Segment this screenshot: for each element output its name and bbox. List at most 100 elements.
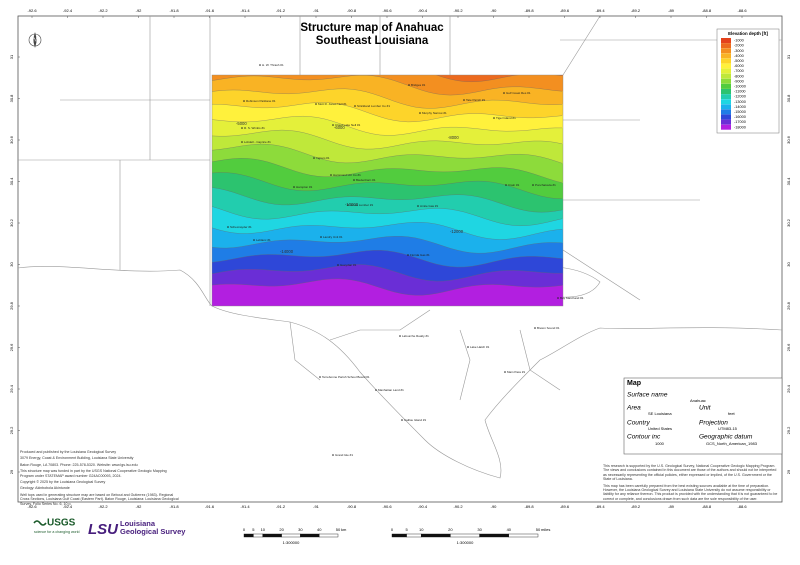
usgs-tagline: science for a changing world	[34, 530, 80, 534]
lon-tick-label: -89.8	[524, 8, 534, 13]
well	[534, 327, 536, 329]
contour-line	[212, 102, 563, 123]
scale-unit: km	[341, 527, 347, 532]
lon-tick-label: -91.2	[276, 504, 286, 509]
legend-swatch	[721, 124, 731, 130]
legend-swatch	[721, 53, 731, 59]
lon-tick-label: -91.8	[169, 8, 179, 13]
well-label: Manhattan Land #1	[378, 388, 404, 392]
scale-tick-label: 50	[336, 527, 341, 532]
scale-segment	[262, 533, 282, 538]
info-label: Country	[627, 420, 651, 427]
lon-tick-label: -89.8	[524, 504, 534, 509]
legend-swatch	[721, 83, 731, 89]
well-label: Mott R. Jones Nell #1	[318, 102, 347, 106]
legend-title: Elevation depth [ft]	[728, 31, 768, 36]
text-line: Produced and published by the Louisiana …	[20, 450, 117, 454]
scale-unit: miles	[541, 527, 550, 532]
well	[505, 184, 507, 186]
well-label: Lafourche Realty #1	[402, 334, 429, 338]
lon-tick-label: -90.4	[418, 504, 428, 509]
info-value: Anahuac	[690, 398, 706, 403]
legend-swatch	[721, 48, 731, 54]
contour-label: -14000	[280, 249, 294, 254]
contour-line	[436, 75, 563, 82]
lat-tick-label: 31	[9, 54, 14, 59]
text-line: Copyright © 2025 by the Louisiana Geolog…	[20, 480, 106, 485]
legend-swatch	[721, 89, 731, 94]
legend-label: -6000	[734, 64, 744, 68]
text-line: Well tops used in generating structure m…	[20, 492, 179, 506]
well-label: Jones Lumber #1	[350, 203, 374, 207]
legend-label: -8000	[734, 74, 744, 78]
contour-line	[212, 250, 563, 268]
text-line: This structure map was funded in part by…	[20, 469, 167, 478]
lat-tick-label: 30.2	[9, 218, 14, 227]
info-value: feet	[728, 411, 736, 416]
scale-segment	[421, 533, 451, 538]
contour-line	[212, 222, 563, 240]
well-label: Bridges #1	[411, 83, 426, 87]
scale-tick-label: 5	[405, 527, 408, 532]
info-value: GCS_North_American_1983	[706, 441, 758, 446]
usgs-logo: USGS science for a changing world	[33, 518, 80, 534]
legend: -1000-2000-3000-4000-5000-6000-7000-8000…	[721, 38, 746, 130]
well	[227, 226, 229, 228]
legend-swatch	[721, 104, 731, 110]
lat-tick-label: 30.4	[786, 177, 791, 186]
lon-tick-label: -88.8	[702, 504, 712, 509]
scale-ratio: 1:300000	[457, 540, 474, 545]
legend-swatch	[721, 73, 731, 79]
contour-line	[212, 278, 563, 296]
scale-segment	[253, 533, 263, 538]
well	[408, 84, 410, 86]
lon-tick-label: -88.6	[737, 504, 747, 509]
info-table: Map Surface name Anahuac Area SE Louisia…	[626, 380, 758, 446]
legend-label: -15000	[734, 110, 746, 114]
lon-tick-label: -89.4	[595, 8, 605, 13]
well	[532, 184, 534, 186]
lon-tick-label: -92.4	[63, 8, 73, 13]
lon-tick-label: -91.6	[205, 8, 215, 13]
lon-tick-label: -90.2	[453, 8, 463, 13]
legend-swatch	[721, 119, 731, 125]
lat-tick-label: 30	[9, 262, 14, 267]
contour-line	[212, 88, 563, 109]
contour-line	[212, 129, 563, 150]
legend-label: -1000	[734, 39, 744, 43]
lon-tick-label: -92.4	[63, 504, 73, 509]
info-label: Projection	[699, 420, 728, 427]
well	[319, 376, 321, 378]
lon-tick-label: -90.8	[347, 8, 357, 13]
contour-label: -8000	[448, 135, 459, 140]
lat-tick-label: 31	[786, 54, 791, 59]
well-label: Landry Unit #1	[323, 235, 343, 239]
lon-tick-label: -88.6	[737, 8, 747, 13]
usgs-name: USGS	[47, 518, 76, 529]
scale-tick-label: 50	[536, 527, 541, 532]
lat-tick-label: 30.6	[9, 135, 14, 144]
well-label: R. S. Wimbs #1	[244, 126, 265, 130]
lon-tick-label: -92.2	[98, 504, 108, 509]
well-label: Breton Sound #1	[537, 326, 560, 330]
legend-swatch	[721, 94, 731, 100]
contour-band	[436, 75, 563, 82]
contour-line	[212, 75, 563, 96]
lat-tick-label: 30.4	[9, 177, 14, 186]
map-subtitle: Southeast Louisiana	[316, 35, 429, 47]
well	[347, 204, 349, 206]
map-title: Structure map of Anahuac	[300, 22, 444, 34]
well-label: Caillou Island #1	[404, 418, 427, 422]
legend-label: -17000	[734, 120, 746, 124]
well-label: Gueydan #1	[340, 263, 357, 267]
well-label: Schexnayder #1	[230, 225, 252, 229]
lat-tick-label: 29	[786, 469, 791, 474]
info-value: United States	[648, 426, 672, 431]
lon-tick-label: -91.2	[276, 8, 286, 13]
contour-label: -10000	[345, 202, 359, 207]
well	[241, 127, 243, 129]
legend-swatch	[721, 43, 731, 49]
legend-label: -18000	[734, 125, 746, 129]
